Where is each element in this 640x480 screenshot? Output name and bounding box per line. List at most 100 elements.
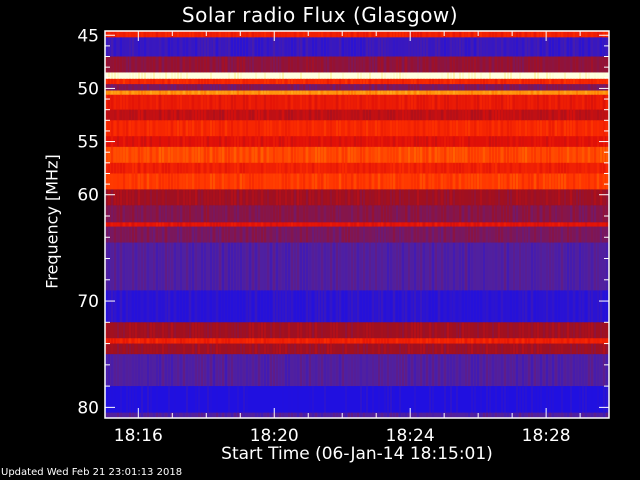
heatmap-cell — [369, 343, 371, 355]
heatmap-cell — [375, 226, 377, 244]
heatmap-cell — [357, 72, 359, 80]
heatmap-cell — [522, 386, 524, 414]
heatmap-cell — [249, 354, 251, 387]
heatmap-cell — [147, 162, 149, 174]
heatmap-cell — [246, 205, 248, 223]
heatmap-cell — [105, 386, 107, 414]
heatmap-cell — [156, 226, 158, 244]
heatmap-cell — [186, 222, 188, 228]
heatmap-cell — [111, 162, 113, 174]
heatmap-cell — [519, 173, 521, 190]
heatmap-cell — [522, 173, 524, 190]
heatmap-cell — [309, 56, 311, 73]
heatmap-cell — [198, 222, 200, 228]
heatmap-cell — [558, 412, 560, 419]
heatmap-cell — [306, 386, 308, 414]
heatmap-cell — [555, 109, 557, 121]
heatmap-cell — [600, 205, 602, 223]
heatmap-cell — [366, 386, 368, 414]
heatmap-cell — [576, 56, 578, 73]
heatmap-cell — [285, 189, 287, 206]
heatmap-cell — [183, 322, 185, 339]
heatmap-cell — [306, 412, 308, 419]
heatmap-cell — [297, 386, 299, 414]
heatmap-cell — [390, 72, 392, 80]
heatmap-cell — [348, 386, 350, 414]
heatmap-cell — [123, 290, 125, 323]
heatmap-cell — [303, 120, 305, 137]
heatmap-cell — [537, 189, 539, 206]
heatmap-cell — [606, 343, 608, 355]
heatmap-cell — [213, 290, 215, 323]
heatmap-cell — [171, 226, 173, 244]
heatmap-cell — [273, 338, 275, 345]
heatmap-cell — [366, 94, 368, 111]
heatmap-cell — [360, 72, 362, 80]
heatmap-cell — [534, 90, 536, 96]
heatmap-cell — [108, 343, 110, 355]
heatmap-cell — [381, 136, 383, 148]
heatmap-cell — [450, 226, 452, 244]
heatmap-cell — [279, 56, 281, 73]
heatmap-cell — [357, 136, 359, 148]
updated-timestamp: Updated Wed Feb 21 23:01:13 2018 — [1, 467, 183, 478]
heatmap-cell — [570, 322, 572, 339]
heatmap-cell — [261, 94, 263, 111]
heatmap-cell — [186, 412, 188, 419]
heatmap-cell — [231, 343, 233, 355]
heatmap-cell — [192, 343, 194, 355]
heatmap-cell — [567, 242, 569, 291]
heatmap-cell — [411, 136, 413, 148]
heatmap-cell — [414, 290, 416, 323]
heatmap-cell — [384, 290, 386, 323]
heatmap-cell — [381, 72, 383, 80]
heatmap-cell — [531, 226, 533, 244]
y-tick-label: 60 — [77, 186, 99, 206]
heatmap-cell — [582, 94, 584, 111]
heatmap-cell — [129, 386, 131, 414]
heatmap-cell — [201, 72, 203, 80]
heatmap-cell — [183, 136, 185, 148]
heatmap-cell — [423, 242, 425, 291]
heatmap-cell — [546, 84, 548, 92]
heatmap-cell — [315, 120, 317, 137]
heatmap-cell — [360, 94, 362, 111]
heatmap-cell — [372, 72, 374, 80]
heatmap-cell — [396, 222, 398, 228]
heatmap-cell — [249, 84, 251, 92]
heatmap-cell — [486, 72, 488, 80]
heatmap-cell — [540, 322, 542, 339]
heatmap-cell — [225, 31, 227, 38]
heatmap-cell — [264, 386, 266, 414]
heatmap-cell — [540, 56, 542, 73]
heatmap-cell — [141, 90, 143, 96]
heatmap-cell — [549, 72, 551, 80]
heatmap-cell — [144, 136, 146, 148]
heatmap-cell — [477, 338, 479, 345]
heatmap-cell — [564, 354, 566, 387]
heatmap-cell — [336, 162, 338, 174]
heatmap-cell — [288, 31, 290, 38]
heatmap-cell — [426, 90, 428, 96]
heatmap-cell — [147, 94, 149, 111]
heatmap-cell — [180, 338, 182, 345]
heatmap-cell — [522, 205, 524, 223]
heatmap-cell — [108, 242, 110, 291]
heatmap-cell — [378, 94, 380, 111]
heatmap-cell — [372, 338, 374, 345]
heatmap-cell — [270, 136, 272, 148]
heatmap-cell — [567, 222, 569, 228]
heatmap-cell — [414, 242, 416, 291]
heatmap-cell — [594, 386, 596, 414]
heatmap-cell — [375, 354, 377, 387]
heatmap-cell — [189, 109, 191, 121]
heatmap-cell — [366, 222, 368, 228]
heatmap-cell — [411, 205, 413, 223]
heatmap-cell — [588, 84, 590, 92]
heatmap-cell — [138, 386, 140, 414]
heatmap-cell — [219, 354, 221, 387]
heatmap-cell — [243, 338, 245, 345]
heatmap-cell — [366, 72, 368, 80]
heatmap-cell — [453, 226, 455, 244]
heatmap-cell — [363, 94, 365, 111]
